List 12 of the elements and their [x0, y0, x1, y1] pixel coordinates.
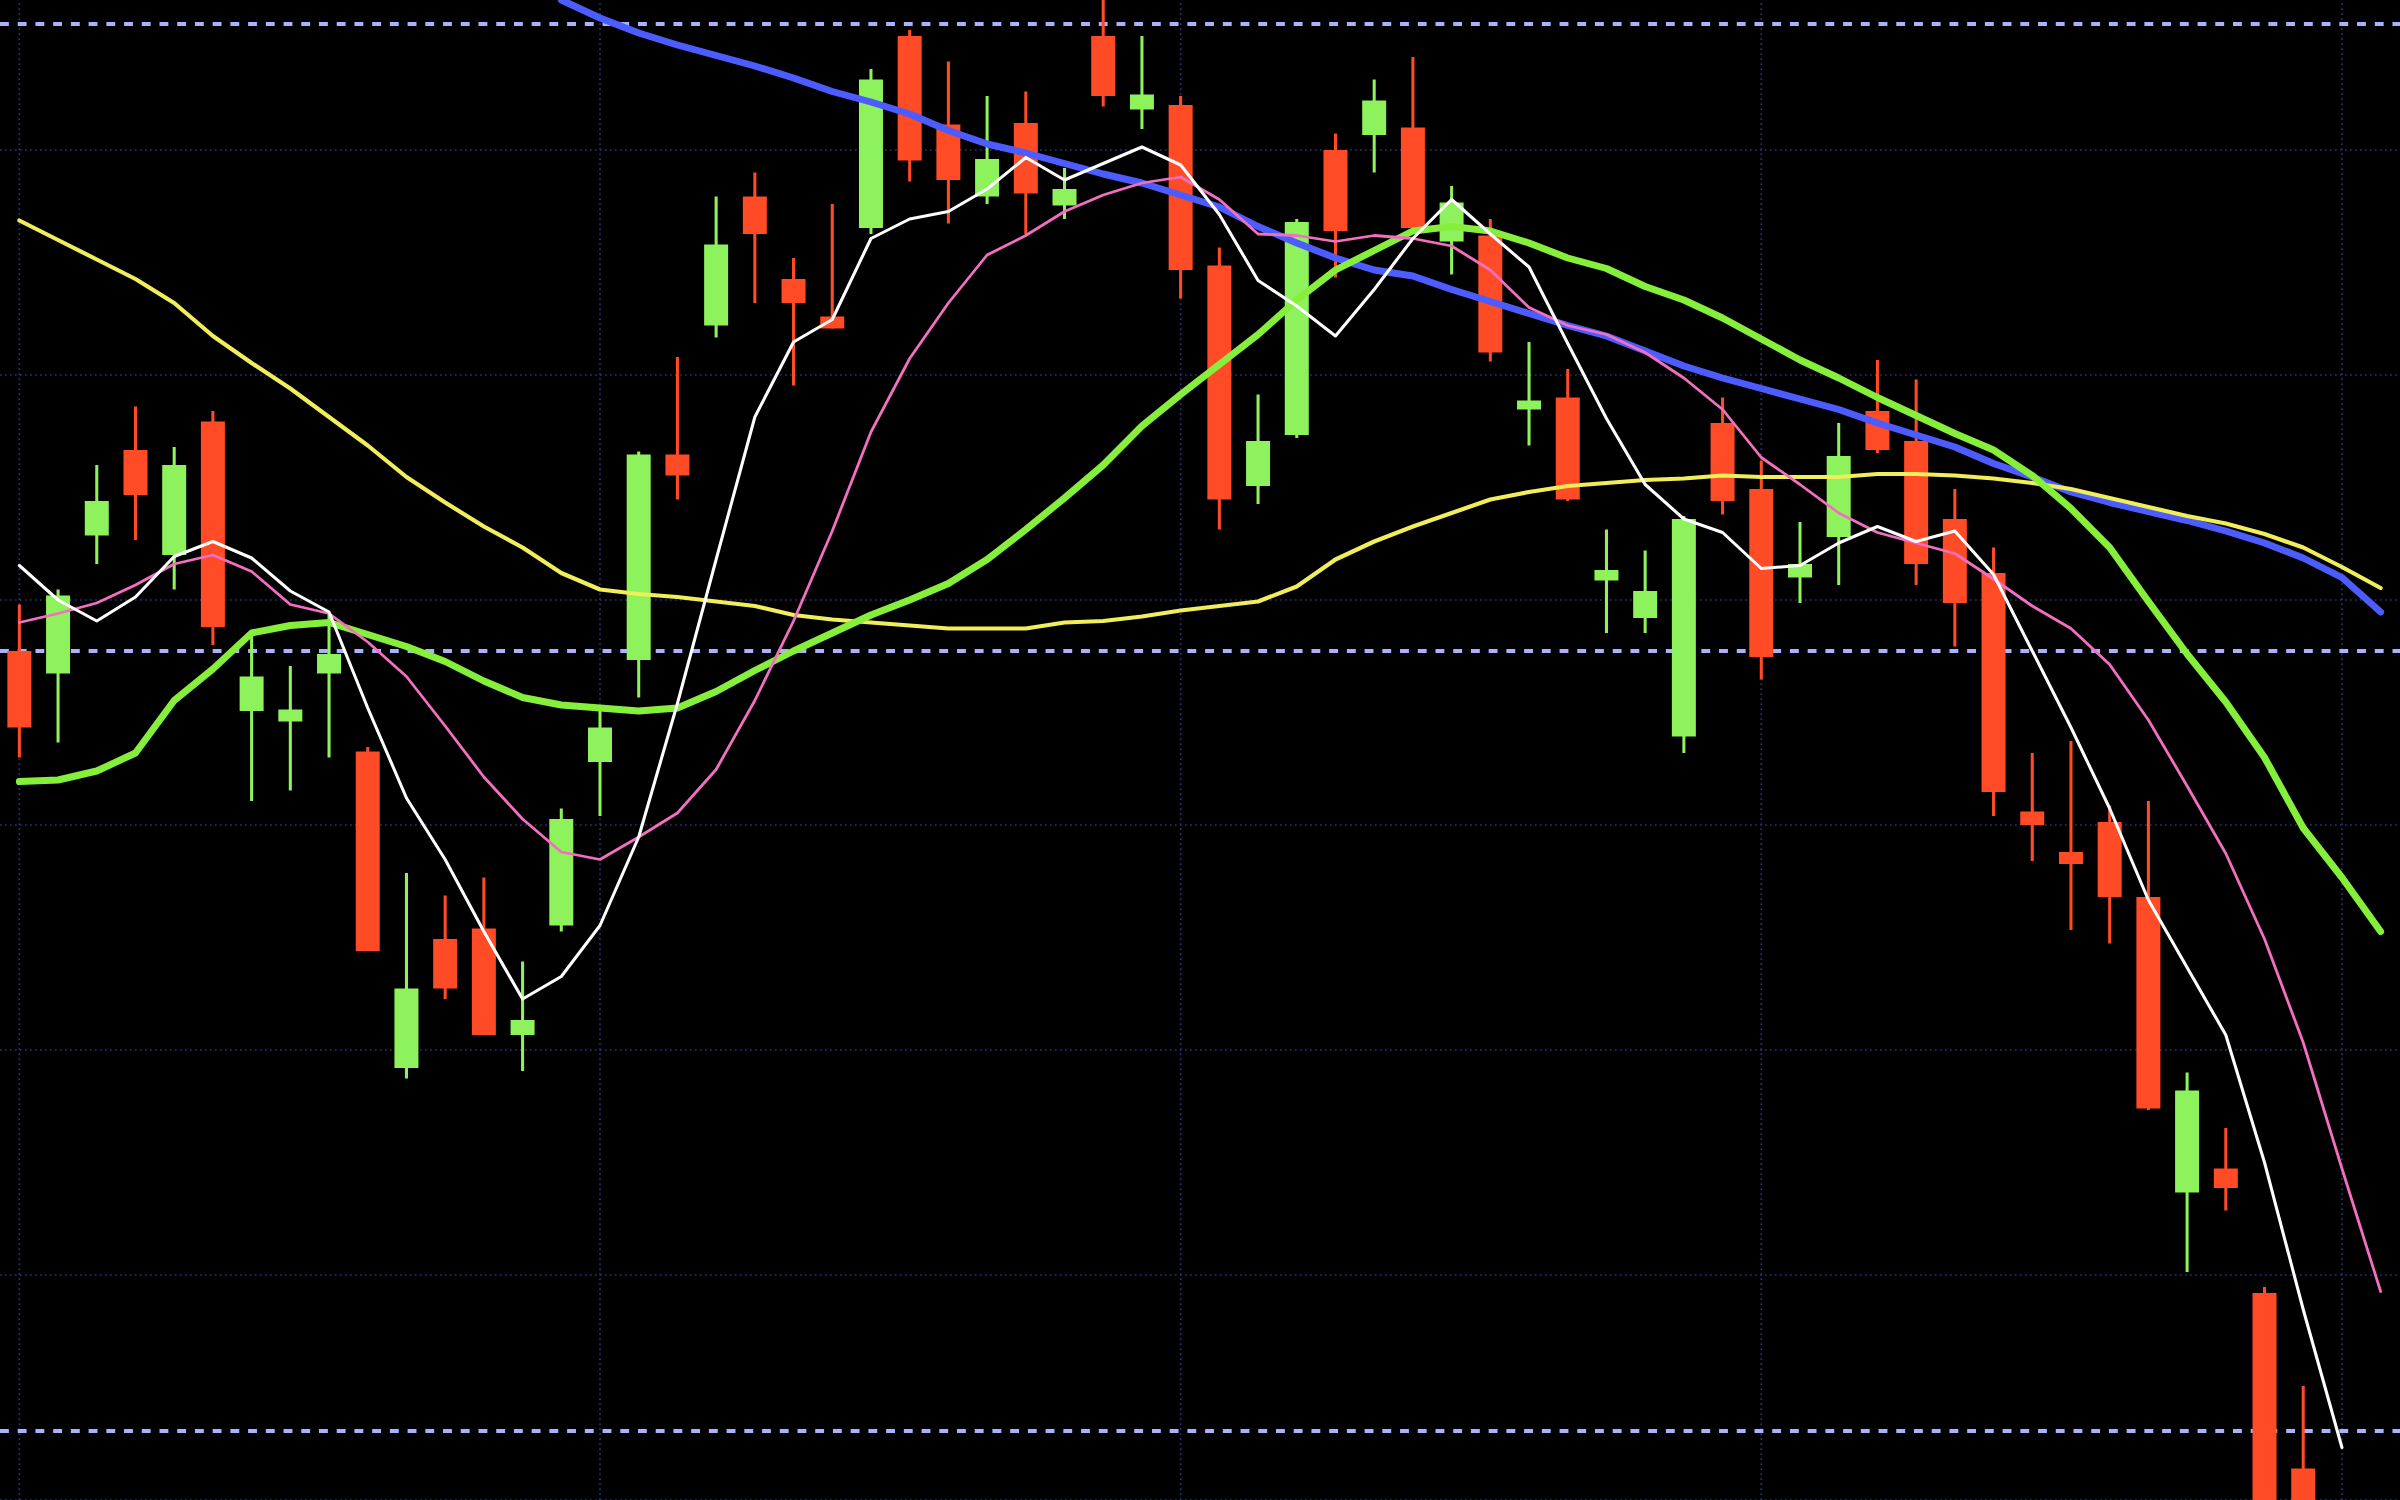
candlestick: [1594, 529, 1619, 633]
candlestick: [2058, 741, 2083, 930]
candlestick: [278, 666, 303, 791]
candlestick: [1052, 168, 1077, 219]
candlestick: [1129, 36, 1154, 129]
candlestick: [1517, 342, 1542, 446]
candlestick: [2020, 753, 2045, 861]
candlestick: [317, 613, 342, 758]
candlestick: [2213, 1128, 2238, 1211]
candlestick: [781, 258, 806, 386]
candlestick: [665, 357, 690, 500]
candlestick: [510, 961, 535, 1071]
